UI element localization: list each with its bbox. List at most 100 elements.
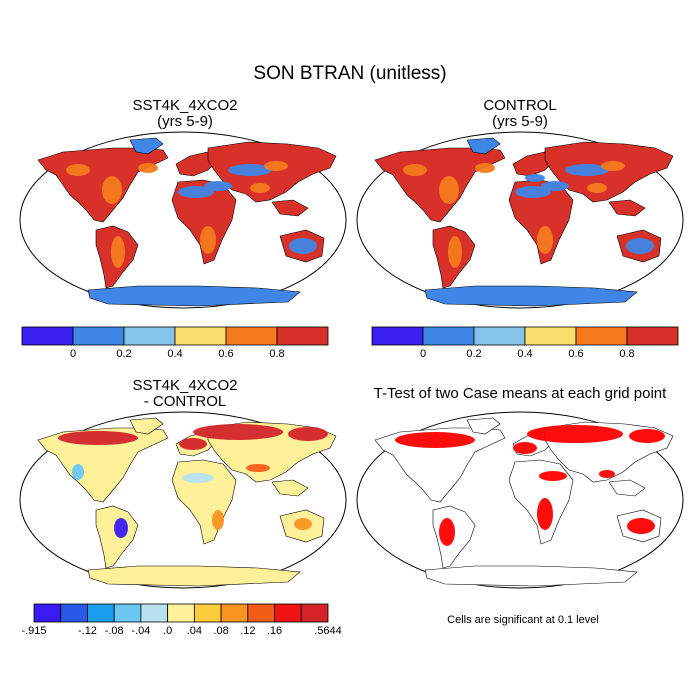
- field-patch: [537, 498, 553, 530]
- field-patch: [599, 470, 615, 478]
- field-patch: [228, 164, 272, 176]
- map-ttest: [355, 410, 685, 590]
- colorbar-tick-label: .08: [213, 625, 229, 637]
- colorbar-tick-label: 0.2: [466, 348, 482, 360]
- land-greenland: [129, 137, 164, 155]
- field-patch: [439, 518, 455, 546]
- colorbar-swatch: [140, 603, 169, 623]
- panel-4-title: T-Test of two Case means at each grid po…: [345, 386, 695, 402]
- colorbar-control: [371, 326, 679, 346]
- panel-2-title-line1: CONTROL: [483, 97, 557, 114]
- colorbar-swatch: [524, 326, 577, 346]
- field-patch: [515, 186, 551, 198]
- colorbar-swatch: [72, 326, 125, 346]
- field-patch: [179, 438, 207, 450]
- panel-3-title-line2: - CONTROL: [143, 393, 227, 410]
- field-patch: [58, 431, 138, 445]
- field-patch: [565, 164, 609, 176]
- field-patch: [204, 181, 232, 191]
- panel-4-title-line1: T-Test of two Case means at each grid po…: [373, 385, 667, 402]
- field-patch: [250, 183, 270, 193]
- colorbar-swatch: [167, 603, 195, 623]
- land-asia: [207, 141, 337, 203]
- colorbar-tick-label: -.08: [104, 625, 124, 637]
- field-patch: [182, 473, 214, 483]
- colorbar-tick-label: .04: [186, 625, 202, 637]
- field-patch: [264, 161, 288, 171]
- colorbar-sst4k: [21, 326, 329, 346]
- field-patch: [541, 181, 569, 191]
- colorbar-swatch: [123, 326, 176, 346]
- colorbar-swatch: [473, 326, 526, 346]
- colorbar-swatch: [276, 326, 329, 346]
- colorbar-difference: [33, 603, 329, 623]
- field-patch: [246, 464, 270, 472]
- colorbar-tick-label: .5644: [314, 625, 342, 637]
- colorbar-tick-label: 0.4: [167, 348, 183, 360]
- panel-2-title-line2: (yrs 5-9): [492, 113, 548, 130]
- land-greenland: [466, 417, 501, 435]
- field-patch: [66, 164, 90, 176]
- field-patch: [138, 163, 158, 173]
- panel-3-title: SST4K_4XCO2 - CONTROL: [25, 378, 345, 410]
- field-patch: [525, 174, 545, 182]
- colorbar-tick-label: -.12: [77, 625, 97, 637]
- field-patch: [395, 432, 475, 448]
- colorbar-tick-label: .16: [266, 625, 283, 637]
- colorbar-tick-label: 0.2: [116, 348, 132, 360]
- colorbar-swatch: [225, 326, 278, 346]
- field-patch: [626, 238, 654, 254]
- panel-1-title-line2: (yrs 5-9): [157, 113, 213, 130]
- panel-2-title: CONTROL (yrs 5-9): [360, 98, 680, 130]
- colorbar-swatch: [220, 603, 249, 623]
- field-patch: [212, 510, 224, 530]
- panel-1-title-line1: SST4K_4XCO2: [132, 97, 238, 114]
- colorbar-swatch: [174, 326, 227, 346]
- land-namerica: [374, 427, 506, 503]
- field-patch: [114, 518, 128, 538]
- colorbar-tick-label: -.915: [21, 625, 47, 637]
- colorbar-tick-label: .12: [240, 625, 256, 637]
- colorbar-swatch: [87, 603, 115, 623]
- field-patch: [475, 163, 495, 173]
- land-samerica: [95, 505, 139, 569]
- land-greenland: [466, 137, 501, 155]
- field-patch: [403, 164, 427, 176]
- field-patch: [448, 236, 462, 268]
- colorbar-swatch: [575, 326, 628, 346]
- colorbar-tick-label: 0: [419, 348, 427, 360]
- field-patch: [629, 429, 665, 443]
- map-difference: [18, 410, 348, 590]
- colorbar-swatch: [422, 326, 475, 346]
- field-patch: [527, 425, 623, 443]
- field-patch: [601, 161, 625, 171]
- land-seasia: [608, 199, 646, 217]
- colorbar-swatch: [247, 603, 275, 623]
- map-control: [355, 130, 685, 310]
- field-patch: [587, 183, 607, 193]
- colorbar-swatch: [300, 603, 329, 623]
- land-namerica: [37, 427, 169, 503]
- field-patch: [193, 424, 283, 440]
- land-asia: [544, 141, 674, 203]
- field-patch: [294, 518, 312, 530]
- colorbar-swatch: [274, 603, 302, 623]
- colorbar-tick-label: 0: [69, 348, 77, 360]
- colorbar-tick-label: 0.4: [517, 348, 533, 360]
- field-patch: [539, 471, 567, 481]
- field-patch: [288, 427, 328, 441]
- field-patch: [200, 226, 216, 254]
- land-antarctica: [424, 565, 638, 587]
- colorbar-tick-label: -.04: [131, 625, 151, 637]
- land-seasia: [271, 479, 309, 497]
- panel-1-title: SST4K_4XCO2 (yrs 5-9): [25, 98, 345, 130]
- field-patch: [72, 464, 84, 480]
- colorbar-swatch: [626, 326, 679, 346]
- colorbar-swatch: [113, 603, 142, 623]
- field-patch: [627, 518, 655, 534]
- colorbar-tick-label: 0.6: [218, 348, 234, 360]
- colorbar-tick-label: 0.8: [269, 348, 285, 360]
- land-greenland: [129, 417, 164, 435]
- field-patch: [439, 176, 459, 204]
- field-patch: [537, 226, 553, 254]
